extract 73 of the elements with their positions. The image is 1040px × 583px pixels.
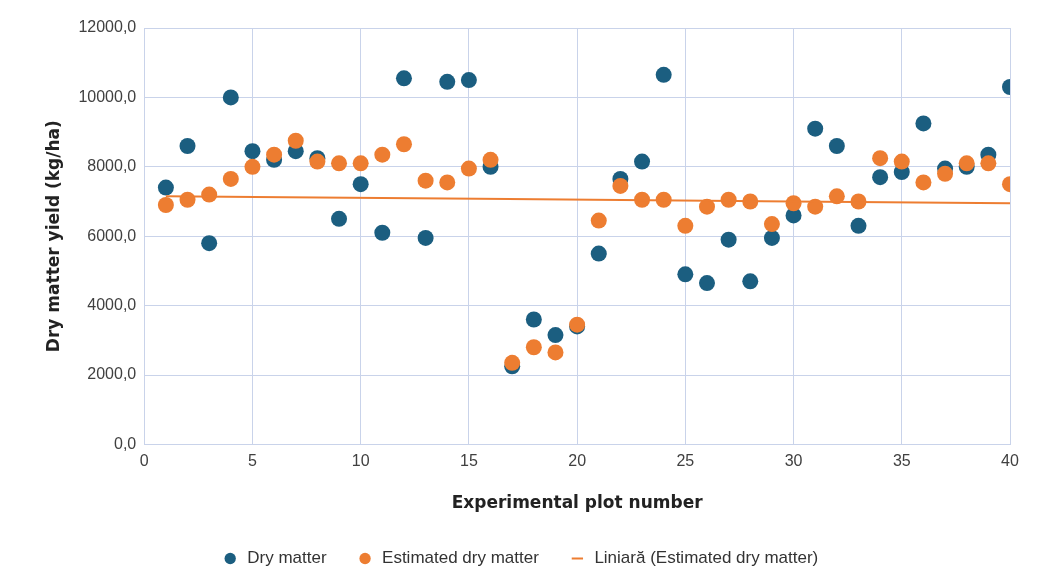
point xyxy=(525,311,542,328)
point xyxy=(742,273,759,290)
point xyxy=(395,70,412,87)
y-tick-label: 2000,0 xyxy=(87,365,137,383)
y-tick-label: 6000,0 xyxy=(87,226,137,244)
x-tick-label: 35 xyxy=(892,452,911,470)
x-tick-label: 20 xyxy=(568,452,587,470)
x-tick-label: 0 xyxy=(139,452,149,470)
y-tick-label: 4000,0 xyxy=(87,296,137,314)
point xyxy=(222,89,239,106)
x-tick-label: 40 xyxy=(1001,452,1019,470)
point xyxy=(590,212,607,229)
x-tick-label: 5 xyxy=(248,452,257,470)
x-tick-label: 30 xyxy=(784,452,803,470)
y-tick-label: 0,0 xyxy=(113,434,137,452)
point xyxy=(352,176,369,193)
point xyxy=(698,275,715,292)
point xyxy=(915,115,932,132)
point xyxy=(872,150,889,167)
point xyxy=(590,245,607,262)
point xyxy=(504,354,521,371)
point xyxy=(655,66,672,83)
point xyxy=(331,155,348,172)
point xyxy=(417,229,434,246)
point xyxy=(439,73,456,90)
point xyxy=(677,217,694,234)
x-tick-label: 25 xyxy=(676,452,695,470)
x-axis-title: Experimental plot number xyxy=(451,492,704,513)
point xyxy=(439,174,456,191)
point xyxy=(157,196,174,213)
point xyxy=(980,155,997,172)
point xyxy=(331,210,348,227)
y-tick-label: 10000,0 xyxy=(78,87,137,105)
point xyxy=(677,266,694,283)
point xyxy=(222,170,239,187)
point xyxy=(763,229,780,246)
point xyxy=(720,231,737,248)
point xyxy=(937,165,954,182)
point xyxy=(525,339,542,356)
point xyxy=(828,137,845,154)
y-axis-title: Dry matter yield (kg/ha) xyxy=(42,120,63,353)
point xyxy=(374,224,391,241)
legend-label: Dry matter xyxy=(247,548,327,568)
point xyxy=(893,153,910,170)
point xyxy=(287,132,304,149)
x-tick-label: 15 xyxy=(460,452,478,470)
point xyxy=(460,160,477,177)
y-tick-label: 8000,0 xyxy=(87,157,137,175)
point xyxy=(266,146,283,163)
point xyxy=(201,235,218,252)
point xyxy=(417,172,434,189)
point xyxy=(807,120,824,137)
legend-label: Liniară (Estimated dry matter) xyxy=(594,548,819,568)
point xyxy=(634,153,651,170)
legend-label: Estimated dry matter xyxy=(382,548,540,568)
point xyxy=(763,216,780,233)
point xyxy=(244,158,261,175)
point xyxy=(244,143,261,160)
y-tick-label: 12000,0 xyxy=(78,18,137,36)
point xyxy=(547,327,564,344)
point xyxy=(374,146,391,163)
point xyxy=(850,217,867,234)
point xyxy=(612,177,629,194)
point xyxy=(482,151,499,168)
point xyxy=(352,155,369,172)
point xyxy=(460,72,477,89)
point xyxy=(915,174,932,191)
point xyxy=(179,137,196,154)
point xyxy=(395,136,412,153)
point xyxy=(872,169,889,186)
point xyxy=(547,344,564,361)
point xyxy=(157,179,174,196)
x-tick-label: 10 xyxy=(351,452,370,470)
